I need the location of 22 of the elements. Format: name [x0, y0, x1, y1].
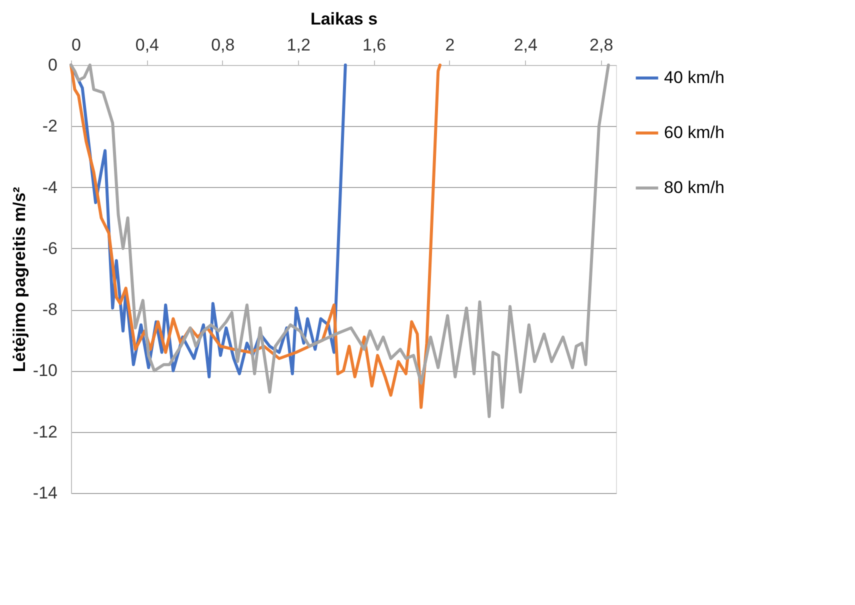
legend-label: 40 km/h	[664, 68, 724, 87]
x-tick-label: 1,6	[362, 36, 386, 54]
y-tick-label: 0	[48, 56, 58, 74]
legend-label: 60 km/h	[664, 123, 724, 142]
x-tick-label: 2	[445, 36, 455, 54]
x-tick-label: 1,2	[286, 36, 310, 54]
y-tick-label: -14	[32, 484, 58, 502]
line-series	[70, 64, 442, 409]
x-tick-label: 2,4	[514, 36, 538, 54]
y-tick-label: -4	[42, 178, 58, 197]
legend-label: 80 km/h	[664, 178, 724, 197]
x-tick-label: 0	[72, 36, 81, 54]
x-tick-label: 0,4	[135, 36, 160, 54]
y-tick-label: -12	[32, 422, 58, 442]
y-tick-label: -2	[42, 116, 58, 136]
x-axis-title: Laikas s	[310, 10, 378, 28]
y-tick-label: -8	[42, 300, 58, 320]
x-tick-label: 2,8	[590, 36, 614, 54]
y-axis-title: Lėtėjimo pagreitis m/s²	[10, 186, 29, 372]
x-tick-label: 0,8	[211, 36, 235, 54]
y-tick-label: -6	[42, 238, 58, 258]
y-tick-label: -10	[32, 361, 58, 380]
